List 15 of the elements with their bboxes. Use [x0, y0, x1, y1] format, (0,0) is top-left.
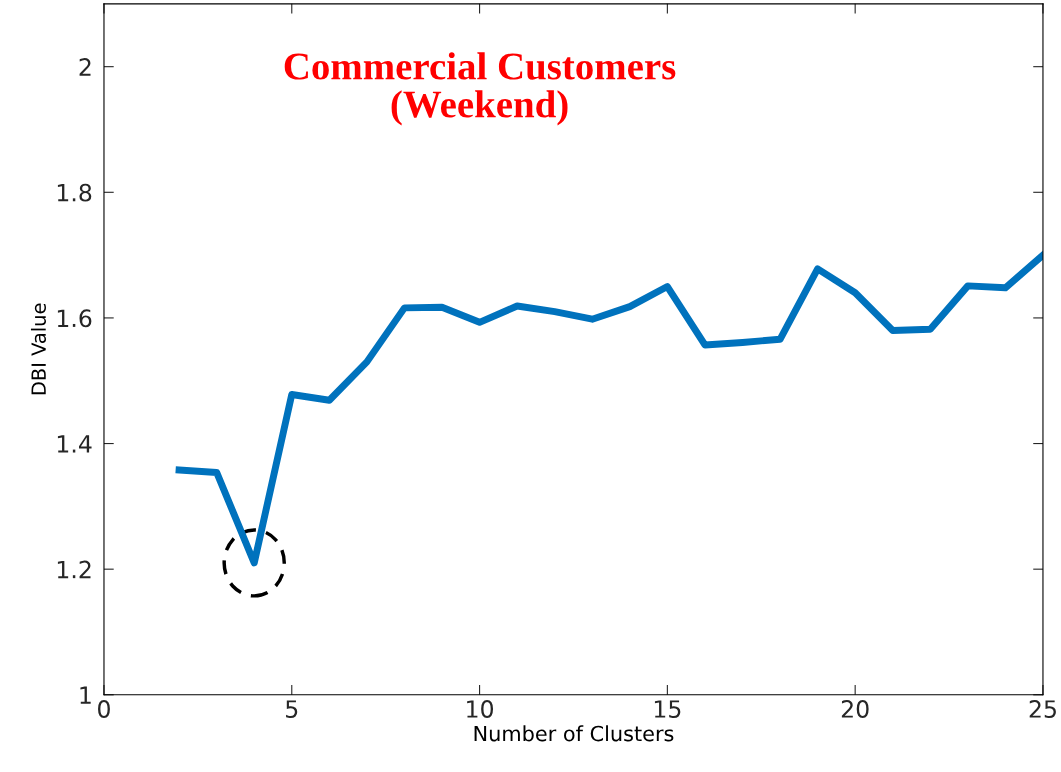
x-axis-title: Number of Clusters	[474, 725, 674, 742]
x-tick-label: 5	[286, 700, 298, 718]
y-tick-label: 2	[79, 58, 91, 76]
x-tick-label: 0	[98, 700, 110, 718]
text: Commercial Customers (Weekend)	[284, 52, 676, 126]
x-tick-label: 20	[841, 700, 869, 718]
x-tick-label: 25	[1029, 700, 1056, 718]
y-tick-label: 1.8	[57, 183, 92, 202]
y-tick-label: 1	[80, 686, 91, 704]
x-tick-label: 10	[467, 700, 494, 718]
x-tick-label: 15	[654, 700, 681, 718]
y-tick-label: 1.4	[57, 435, 92, 453]
y-tick-label: 1.6	[57, 309, 92, 328]
y-axis-title: DBI Value	[30, 303, 46, 395]
y-tick-label: 1.2	[57, 560, 91, 579]
